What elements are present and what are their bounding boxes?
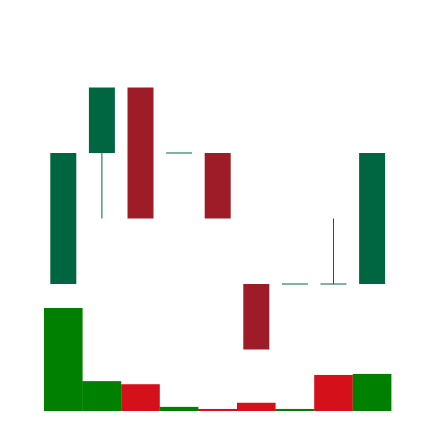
candle-5	[204, 153, 231, 219]
volume-bar-6	[237, 402, 276, 411]
candle-1	[50, 153, 77, 284]
price-panel	[50, 87, 386, 350]
candle-body	[204, 153, 231, 219]
volume-bar-3	[121, 384, 160, 411]
candle-8	[320, 218, 347, 285]
candle-body	[88, 87, 115, 153]
candle-6	[243, 284, 270, 350]
volume-bar-2	[82, 381, 122, 411]
candle-2	[88, 87, 115, 219]
candle-body	[243, 284, 270, 350]
candle-body	[127, 87, 154, 219]
candle-body	[359, 153, 386, 284]
candle-body	[50, 153, 77, 284]
candle-3	[127, 87, 154, 219]
volume-bar-8	[314, 374, 353, 411]
volume-bar-9	[352, 373, 392, 411]
candle-9	[359, 153, 386, 284]
volume-bar-5	[198, 408, 237, 411]
volume-panel	[44, 308, 392, 411]
volume-bar-1	[44, 308, 83, 411]
volume-bar-7	[275, 408, 315, 411]
volume-bar-4	[159, 406, 199, 411]
